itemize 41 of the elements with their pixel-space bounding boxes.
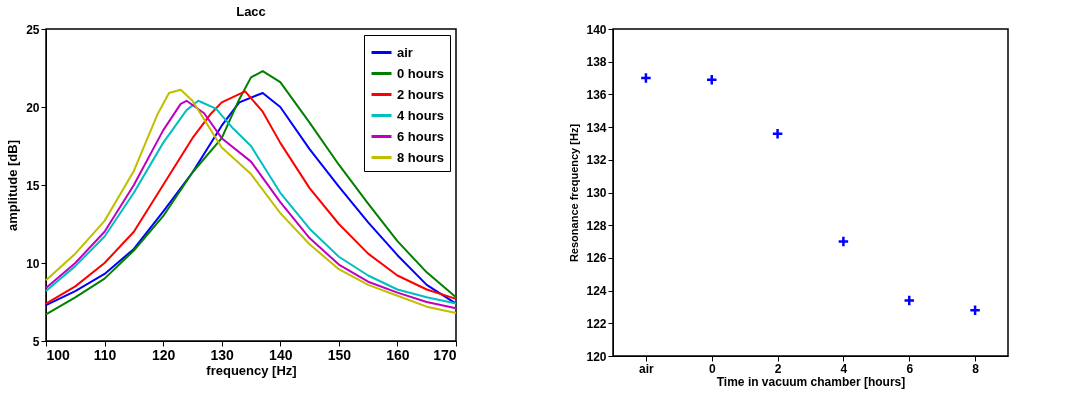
y-tick-label: 10 — [26, 256, 40, 271]
y-tick-label: 122 — [586, 316, 607, 331]
point — [837, 235, 850, 248]
x-tick-label: 150 — [327, 346, 352, 363]
x-axis-title: Time in vacuum chamber [hours] — [716, 374, 906, 389]
y-tick-label: 124 — [586, 284, 607, 299]
y-tick-label: 25 — [26, 22, 40, 37]
chart-title: Lacc — [236, 4, 266, 19]
x-tick-label: 6 — [906, 361, 914, 376]
x-tick-label: air — [639, 361, 655, 376]
x-tick-label: 2 — [774, 361, 782, 376]
legend-label: 4 hours — [397, 107, 444, 123]
y-tick-label: 126 — [586, 251, 607, 266]
x-tick-label: 120 — [151, 346, 176, 363]
x-tick-label: 100 — [46, 346, 71, 363]
x-tick-label: 110 — [93, 346, 117, 363]
y-tick-label: 5 — [32, 334, 40, 349]
y-tick-label: 15 — [26, 178, 40, 193]
x-tick-label: 8 — [972, 361, 980, 376]
legend-label: air — [397, 44, 413, 60]
y-axis-title: Resonance frequency [Hz] — [568, 123, 581, 263]
y-tick-label: 132 — [586, 153, 607, 168]
y-tick-label: 130 — [586, 186, 607, 200]
legend-label: 8 hours — [397, 149, 444, 165]
x-tick-label: 4 — [840, 361, 848, 376]
x-tick-label: 160 — [386, 346, 410, 363]
y-tick-label: 140 — [586, 22, 607, 37]
y-axis-title: amplitude [dB] — [5, 140, 21, 231]
x-tick-label: 170 — [433, 346, 457, 363]
legend-label: 0 hours — [397, 65, 444, 81]
legend-label: 2 hours — [397, 86, 444, 102]
y-tick-label: 128 — [586, 218, 607, 233]
x-tick-label: 130 — [210, 346, 235, 363]
x-tick-label: 0 — [708, 361, 716, 376]
y-tick-label: 134 — [586, 120, 607, 135]
x-axis-title: frequency [Hz] — [206, 362, 297, 378]
y-tick-label: 20 — [26, 100, 40, 115]
x-tick-label: 140 — [269, 346, 293, 363]
legend-label: 6 hours — [397, 128, 444, 144]
y-tick-label: 136 — [586, 87, 607, 102]
y-tick-label: 138 — [586, 55, 607, 70]
